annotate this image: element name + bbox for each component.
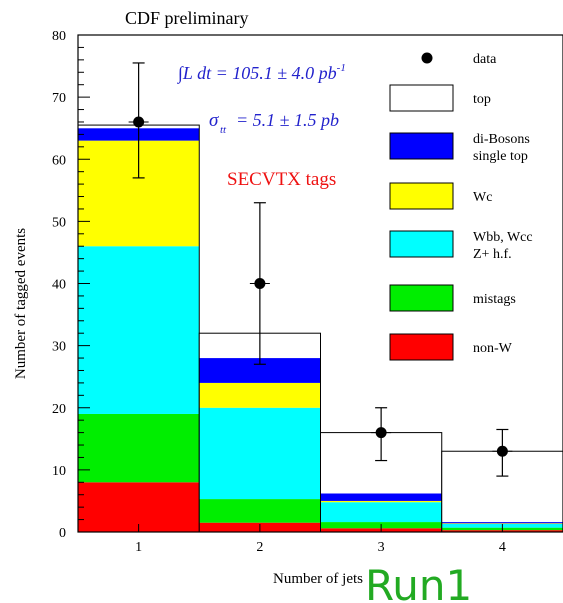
bar-4-wc bbox=[441, 523, 563, 524]
chart-title: CDF preliminary bbox=[125, 8, 249, 28]
bar-2-wc bbox=[199, 382, 321, 408]
y-tick-label-80: 80 bbox=[52, 29, 66, 44]
legend-data-label: data bbox=[473, 52, 497, 67]
legend-label-top: top bbox=[473, 92, 491, 107]
y-tick-label-50: 50 bbox=[52, 215, 66, 230]
bar-2-wbb-wcc bbox=[199, 407, 321, 500]
run1-watermark: Run1 bbox=[365, 561, 472, 603]
x-tick-label-2: 2 bbox=[256, 540, 263, 555]
cross-section-symbol: σ bbox=[209, 110, 219, 131]
y-tick-label-40: 40 bbox=[52, 278, 66, 293]
legend-swatch-top bbox=[389, 84, 454, 112]
bar-4-di-bosons bbox=[441, 522, 563, 524]
y-tick-label-20: 20 bbox=[52, 402, 66, 417]
legend-swatch-wc bbox=[389, 182, 454, 210]
y-tick-label-0: 0 bbox=[59, 526, 66, 541]
bar-2-mistags bbox=[199, 499, 321, 523]
legend-swatch-di-bosons bbox=[389, 132, 454, 160]
bar-3-wbb-wcc bbox=[320, 502, 442, 523]
data-point-4 bbox=[496, 445, 508, 457]
legend-swatch-mistags bbox=[389, 284, 454, 312]
y-axis-label: Number of tagged events bbox=[13, 228, 29, 379]
bar-1-non-w bbox=[78, 482, 200, 532]
cross-section-value: = 5.1 ± 1.5 pb bbox=[236, 110, 339, 130]
data-point-2 bbox=[254, 278, 266, 289]
legend-label-non-w: non-W bbox=[473, 341, 513, 356]
y-tick-label-30: 30 bbox=[52, 340, 66, 355]
legend-swatch-wbb-wcc bbox=[389, 230, 454, 258]
bar-1-wbb-wcc bbox=[78, 246, 200, 414]
data-point-3 bbox=[375, 427, 387, 439]
legend-label-mistags: mistags bbox=[473, 292, 516, 307]
cross-section-annotation: σ tt = 5.1 ± 1.5 pb bbox=[209, 110, 339, 136]
cross-section-subscript: tt bbox=[220, 124, 227, 136]
luminosity-label: ∫L dt = 105.1 ± 4.0 pb-1 bbox=[177, 62, 346, 84]
legend-label-wbb-wcc: Wbb, Wcc Z+ h.f. bbox=[473, 230, 533, 262]
x-tick-label-3: 3 bbox=[378, 540, 385, 555]
y-tick-label-10: 10 bbox=[52, 464, 66, 479]
legend-swatch-non-w bbox=[389, 333, 454, 361]
legend: data top di-Bosons single top Wc Wbb, Wcc Z+ h… bbox=[389, 52, 533, 361]
legend-label-wc: Wc bbox=[473, 190, 492, 205]
secvtx-tags-label: SECVTX tags bbox=[227, 169, 336, 190]
y-tick-label-60: 60 bbox=[52, 153, 66, 168]
bar-1-mistags bbox=[78, 413, 200, 483]
x-tick-label-4: 4 bbox=[499, 540, 506, 555]
data-point-1 bbox=[133, 116, 145, 128]
plot-area: 0 10 20 30 40 50 60 70 80 1 2 3 4 Number of jets Numbe… bbox=[13, 29, 563, 587]
y-tick-label-70: 70 bbox=[52, 91, 66, 106]
x-tick-label-1: 1 bbox=[135, 540, 142, 555]
x-axis-label: Number of jets bbox=[273, 571, 363, 587]
bar-3-wc bbox=[320, 500, 442, 503]
legend-data-marker bbox=[421, 52, 433, 64]
luminosity-annotation: ∫L dt = 105.1 ± 4.0 pb-1 bbox=[177, 62, 346, 84]
bar-3-di-bosons bbox=[320, 493, 442, 501]
legend-label-di-bosons: di-Bosons single top bbox=[473, 132, 530, 164]
